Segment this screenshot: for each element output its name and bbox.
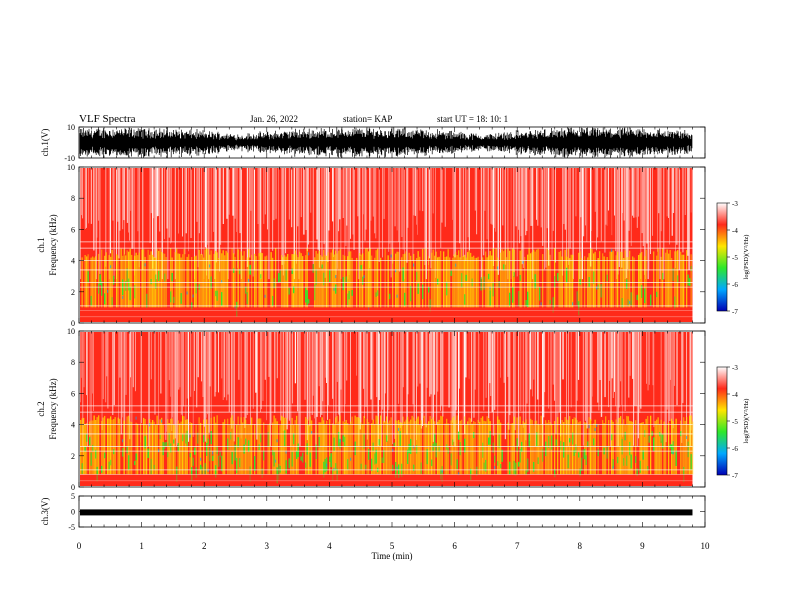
ch2-spectrogram-colorbar-tick: -3 bbox=[732, 364, 738, 372]
ch1-waveform-ytick-label: -10 bbox=[64, 154, 75, 163]
ch2-spectrogram-axes bbox=[78, 330, 706, 488]
ch1-spectrogram-colorbar-label: log(PSD)(V²/Hz) bbox=[743, 235, 750, 280]
ch1-spectrogram-colorbar-tick: -5 bbox=[732, 254, 738, 262]
ch3-waveform-ylabel: ch.3(V) bbox=[40, 498, 50, 526]
ch1-spectrogram-colorbar-tick: -3 bbox=[732, 200, 738, 208]
x-tick-label: 2 bbox=[202, 541, 207, 551]
ch1-waveform-trace bbox=[79, 127, 693, 158]
ch1-spectrogram-colorbar bbox=[716, 202, 728, 312]
ch2-spectrogram-low-band bbox=[80, 474, 693, 486]
ch2-spectrogram-ytick-label: 8 bbox=[71, 358, 75, 367]
x-tick-label: 3 bbox=[265, 541, 270, 551]
ch1-waveform-ylabel: ch.1(V) bbox=[40, 129, 50, 157]
ch1-spectrogram-image bbox=[80, 168, 693, 322]
x-tick-label: 9 bbox=[640, 541, 645, 551]
ch2-spectrogram-colorbar-label: log(PSD)(V²/Hz) bbox=[743, 399, 750, 444]
ch3-waveform-ytick-label: 0 bbox=[71, 508, 75, 517]
ch2-spectrogram-ytick-label: 0 bbox=[71, 483, 75, 492]
chart-title: VLF Spectra bbox=[79, 113, 136, 125]
ch2-spectrogram-ytick-label: 4 bbox=[71, 421, 75, 430]
ch2-spectrogram-ytick-label: 2 bbox=[71, 452, 75, 461]
x-tick-label: 6 bbox=[452, 541, 457, 551]
ch1-spectrogram-colorbar-tick: -7 bbox=[732, 308, 738, 316]
x-tick-label: 4 bbox=[327, 541, 332, 551]
ch1-spectrogram-ytick-label: 4 bbox=[71, 257, 75, 266]
ch3-waveform-ytick-label: 5 bbox=[71, 492, 75, 501]
ch1-spectrogram-ytick-label: 10 bbox=[67, 163, 75, 172]
ch1-spectrogram-low-band bbox=[80, 307, 693, 322]
ch2-spectrogram-ylabel-channel: ch.2 bbox=[36, 401, 46, 416]
ch1-spectrogram-axes bbox=[78, 166, 706, 324]
ch3-waveform-ytick-label: -5 bbox=[68, 523, 75, 532]
ch2-spectrogram-colorbar bbox=[716, 366, 728, 476]
ch1-spectrogram-ytick-label: 0 bbox=[71, 319, 75, 328]
ch1-spectrogram-colorbar-tick: -4 bbox=[732, 227, 738, 235]
ch1-spectrogram-ylabel-channel: ch.1 bbox=[36, 237, 46, 252]
ch2-spectrogram-colorbar-tick: -5 bbox=[732, 418, 738, 426]
ch2-spectrogram-image bbox=[80, 332, 694, 486]
ch2-spectrogram-colorbar-tick: -4 bbox=[732, 391, 738, 399]
ch1-spectrogram-ytick-label: 6 bbox=[71, 225, 75, 234]
x-tick-label: 8 bbox=[578, 541, 583, 551]
ch2-spectrogram-ytick-label: 10 bbox=[67, 327, 75, 336]
x-tick-label: 10 bbox=[701, 541, 711, 551]
x-axis-label: Time (min) bbox=[372, 551, 413, 561]
ch1-waveform-ytick-label: 10 bbox=[67, 123, 75, 132]
ch1-spectrogram-ylabel-freq: Frequency (kHz) bbox=[48, 214, 58, 275]
x-tick-label: 1 bbox=[139, 541, 144, 551]
ch2-spectrogram-ylabel-freq: Frequency (kHz) bbox=[48, 378, 58, 439]
ch2-spectrogram-ytick-label: 6 bbox=[71, 389, 75, 398]
ch3-waveform-trace bbox=[80, 509, 693, 516]
start-time-label: start UT = 18: 10: 1 bbox=[437, 114, 509, 124]
ch1-spectrogram-colorbar-tick: -6 bbox=[732, 281, 738, 289]
date-label: Jan. 26, 2022 bbox=[250, 114, 298, 124]
ch2-spectrogram-colorbar-tick: -6 bbox=[732, 445, 738, 453]
ch3-waveform-axes bbox=[78, 495, 706, 528]
x-tick-label: 0 bbox=[77, 541, 82, 551]
ch1-spectrogram-ytick-label: 2 bbox=[71, 288, 75, 297]
ch2-spectrogram-colorbar-tick: -7 bbox=[732, 472, 738, 480]
station-label: station= KAP bbox=[343, 114, 393, 124]
ch1-spectrogram-ytick-label: 8 bbox=[71, 194, 75, 203]
ch1-waveform-axes bbox=[78, 126, 706, 159]
x-tick-label: 5 bbox=[390, 541, 395, 551]
x-tick-label: 7 bbox=[515, 541, 520, 551]
